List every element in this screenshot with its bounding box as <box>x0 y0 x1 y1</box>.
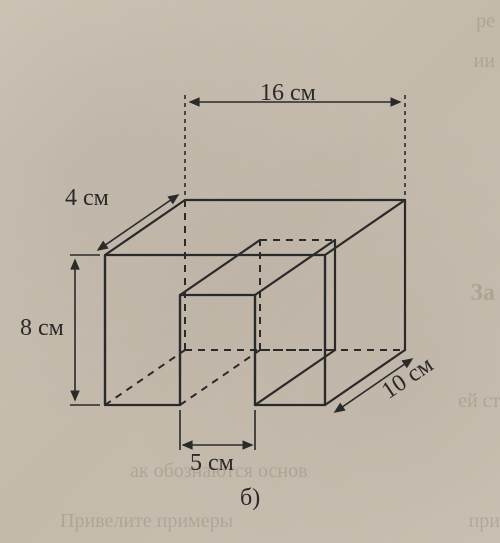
ghost-text: ре <box>476 10 495 33</box>
prism-diagram: 16 см 4 см 8 см 5 см 10 см б) <box>50 50 450 480</box>
prism-svg <box>50 50 450 480</box>
label-depth: 4 см <box>65 185 109 212</box>
ghost-text: ии <box>474 50 495 73</box>
ghost-text: при <box>469 510 500 533</box>
label-top-width: 16 см <box>260 80 316 107</box>
ghost-text: ей сторо <box>458 390 500 413</box>
label-height: 8 см <box>20 315 64 342</box>
ghost-text: За <box>470 280 495 307</box>
figure-label: б) <box>240 485 260 512</box>
label-gap: 5 см <box>190 450 234 477</box>
ghost-text: Привелите примеры <box>60 510 233 533</box>
